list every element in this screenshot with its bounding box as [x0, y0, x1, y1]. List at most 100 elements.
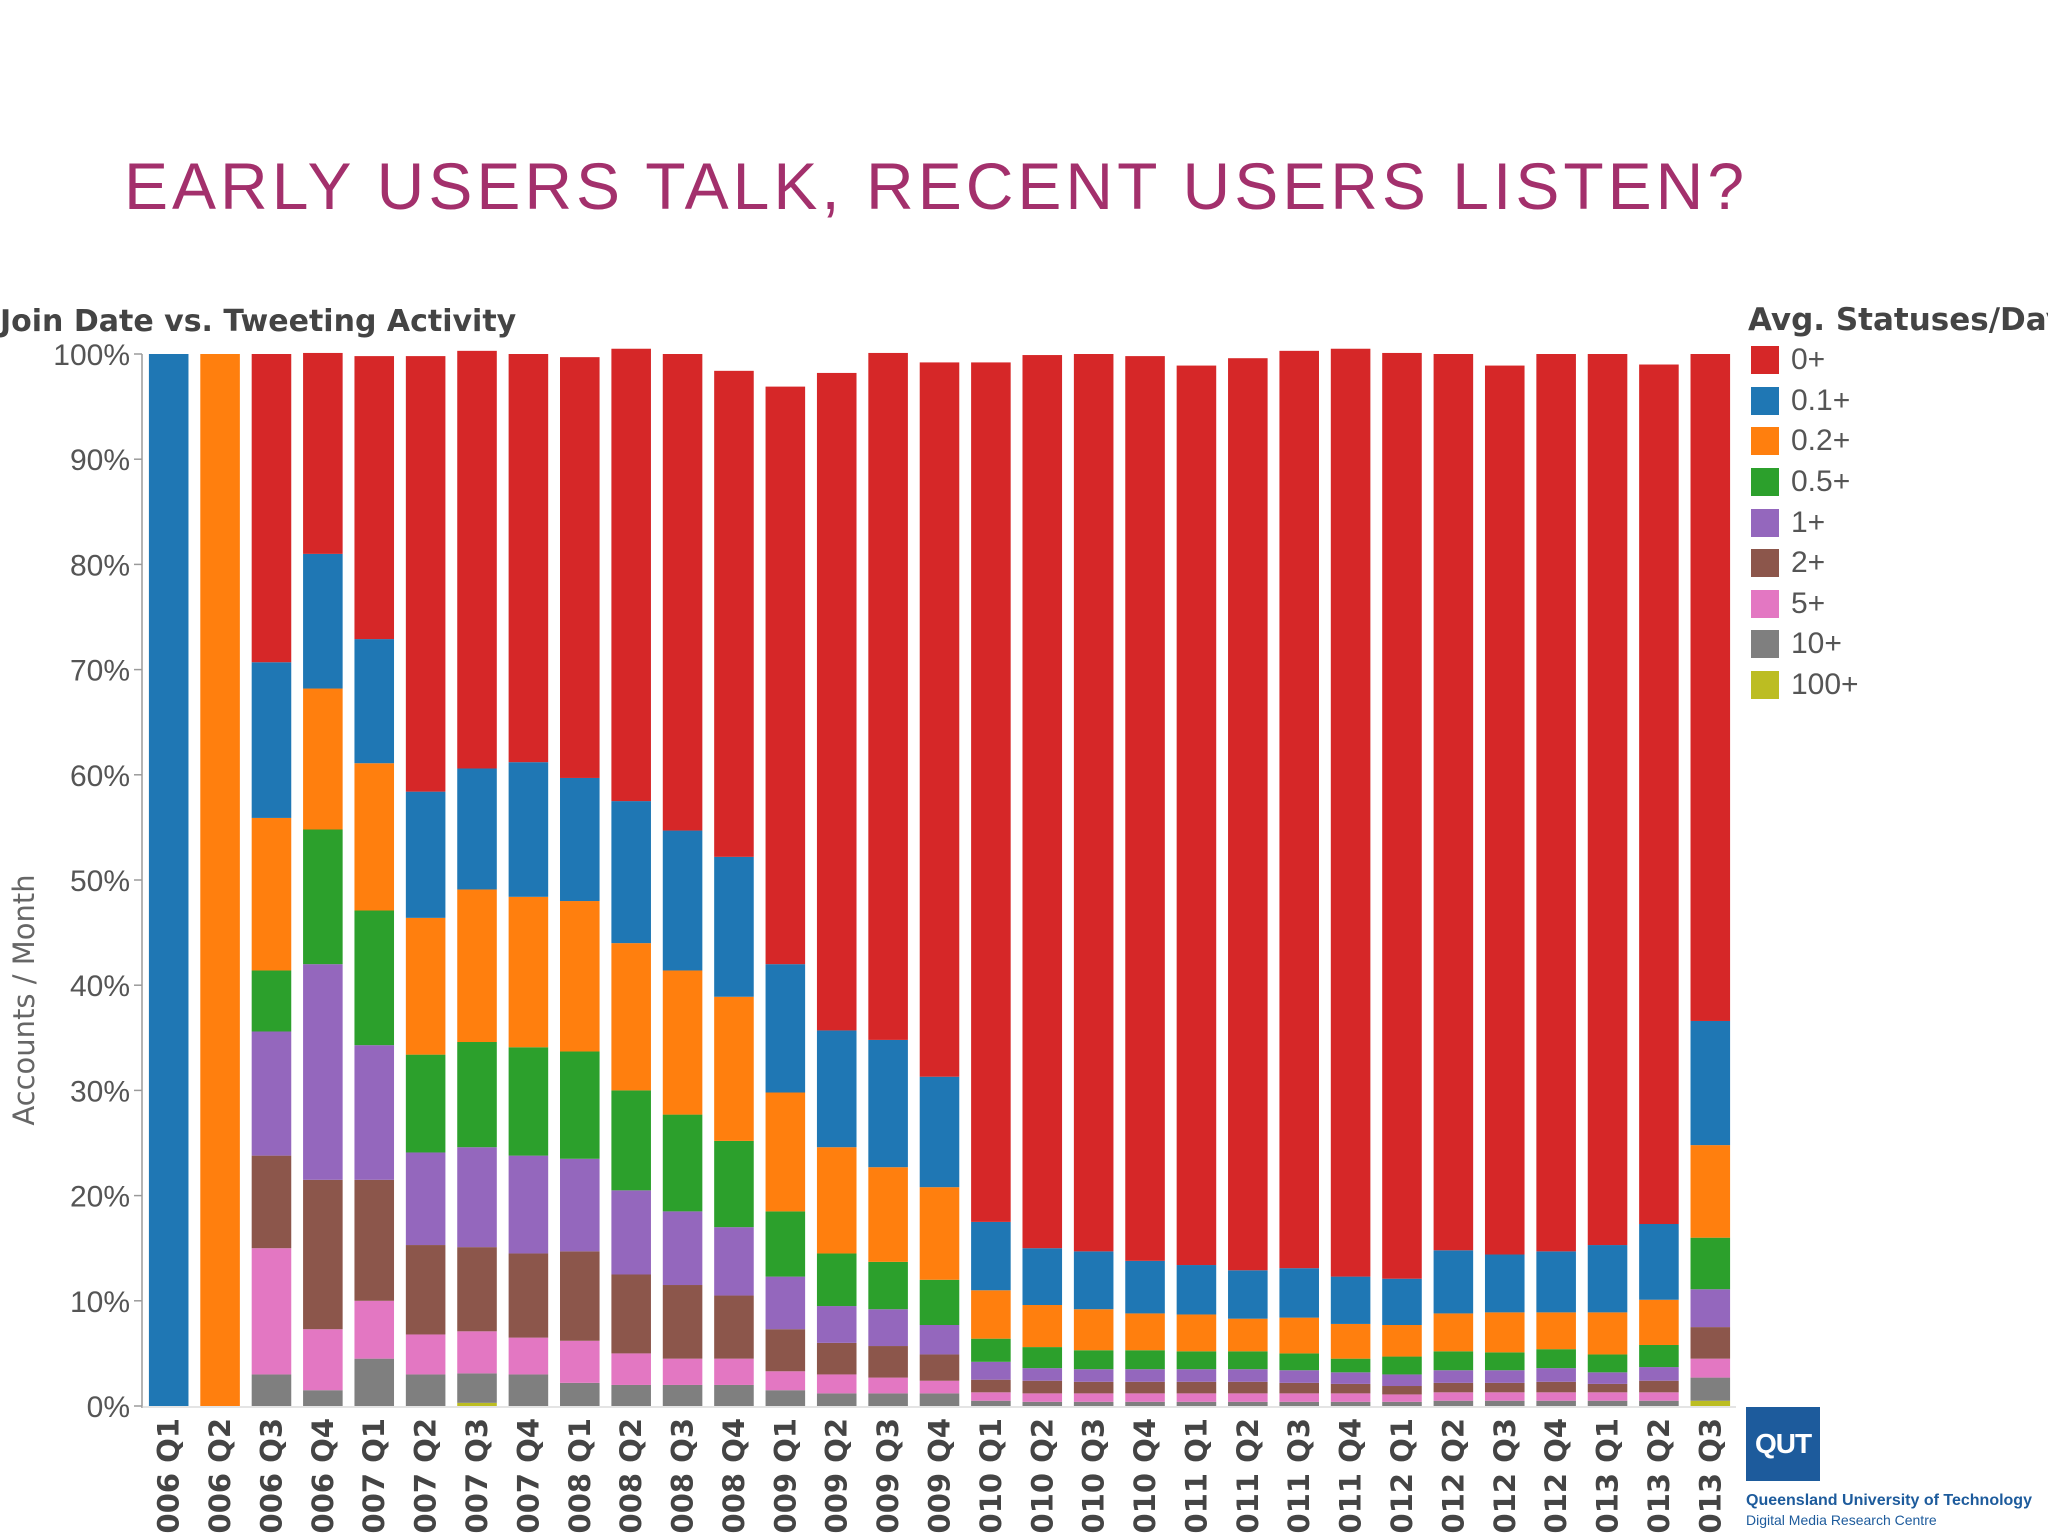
bar-segment: [1176, 1381, 1217, 1394]
bar-segment: [560, 357, 600, 778]
bar-segment: [611, 1274, 651, 1354]
legend-item: 0.5+: [1751, 462, 1859, 503]
bar-segment: [1330, 1358, 1371, 1373]
bar-segment: [1330, 1401, 1371, 1406]
x-tick-label: 2006 Q2: [203, 1418, 237, 1536]
bar-segment: [354, 639, 395, 764]
x-tick-label: 2009 Q2: [820, 1418, 854, 1536]
bar-segment: [200, 354, 240, 1406]
bar-segment: [1176, 1351, 1217, 1370]
bar-segment: [1690, 1145, 1731, 1238]
x-tick-label: 2008 Q4: [717, 1418, 751, 1536]
bar-segment: [303, 964, 343, 1180]
bar-segment: [611, 1384, 651, 1406]
y-tick-label: 60%: [70, 760, 130, 793]
bar-segment: [457, 889, 497, 1043]
bar-segment: [662, 1211, 703, 1286]
bar-segment: [1228, 1393, 1268, 1402]
x-tick-label: 2006 Q1: [152, 1418, 186, 1536]
bar-segment: [560, 1251, 600, 1341]
bar-segment: [1073, 1381, 1114, 1394]
bar-segment: [1073, 1251, 1114, 1310]
bar-segment: [1587, 354, 1628, 1246]
bar-segment: [1382, 1278, 1422, 1325]
bar-segment: [714, 1227, 754, 1296]
bar-segment: [714, 1358, 754, 1385]
bar-segment: [405, 1054, 446, 1153]
bar-segment: [611, 1090, 651, 1191]
y-tick-label: 40%: [70, 970, 130, 1003]
qut-logo: QUT: [1746, 1407, 1820, 1481]
bar-segment: [1228, 1270, 1268, 1319]
bar-segment: [1228, 358, 1268, 1271]
bar-segment: [868, 352, 908, 1040]
bar-segment: [1484, 1254, 1525, 1313]
bar-segment: [611, 801, 651, 944]
x-tick-label: 2012 Q2: [1436, 1418, 1470, 1536]
bar-segment: [303, 1329, 343, 1391]
legend-item: 5+: [1751, 584, 1859, 625]
x-tick-label: 2012 Q1: [1385, 1418, 1419, 1536]
x-tick-label: 2012 Q3: [1488, 1418, 1522, 1536]
bar-segment: [971, 1338, 1011, 1362]
legend-title: Avg. Statuses/Day: [1748, 302, 2048, 338]
legend-swatch: [1751, 427, 1779, 456]
bar-segment: [1073, 354, 1114, 1252]
bar-segment: [1330, 1323, 1371, 1359]
bar-segment: [1690, 1377, 1731, 1401]
bar-segment: [303, 829, 343, 965]
y-tick-label: 90%: [70, 444, 130, 477]
bar-segment: [303, 352, 343, 554]
bar-segment: [765, 1092, 806, 1212]
bar-segment: [1073, 1393, 1114, 1402]
bar-segment: [457, 1147, 497, 1248]
bar-segment: [1484, 365, 1525, 1255]
bar-segment: [303, 1390, 343, 1406]
legend-swatch: [1751, 468, 1779, 497]
y-tick-label: 80%: [70, 549, 130, 582]
bar-segment: [765, 1329, 806, 1372]
bar-segment: [662, 1285, 703, 1359]
legend-item: 0.2+: [1751, 421, 1859, 462]
bar-segment: [354, 1300, 395, 1359]
x-tick-label: 2011 Q3: [1282, 1418, 1316, 1536]
x-tick-label: 2013 Q1: [1591, 1418, 1625, 1536]
legend-item: 1+: [1751, 502, 1859, 543]
legend-swatch: [1751, 589, 1779, 618]
legend-item: 10+: [1751, 624, 1859, 665]
bar-segment: [405, 1334, 446, 1375]
institution-unit: Digital Media Research Centre: [1746, 1512, 1937, 1528]
x-tick-label: 2007 Q2: [409, 1418, 443, 1536]
bar-segment: [1587, 1312, 1628, 1355]
bar-segment: [1125, 1381, 1165, 1394]
bar-segment: [1279, 1370, 1319, 1383]
bar-segment: [354, 1179, 395, 1301]
bar-segment: [611, 348, 651, 802]
bar-segment: [816, 1253, 857, 1307]
bar-segment: [1279, 1393, 1319, 1402]
x-tick-label: 2010 Q4: [1128, 1418, 1162, 1536]
bar-segment: [148, 354, 189, 1406]
bar-segment: [816, 1030, 857, 1148]
legend-label: 100+: [1791, 668, 1859, 702]
bar-segment: [1382, 1356, 1422, 1375]
bar-segment: [1022, 1305, 1063, 1348]
bar-segment: [508, 1374, 549, 1406]
bar-segment: [457, 1402, 497, 1406]
x-tick-label: 2006 Q4: [306, 1418, 340, 1536]
bar-segment: [714, 1295, 754, 1359]
bar-segment: [1022, 1368, 1063, 1381]
bar-segment: [1587, 1392, 1628, 1401]
bar-segment: [868, 1393, 908, 1406]
legend-swatch: [1751, 630, 1779, 659]
bar-segment: [816, 1374, 857, 1394]
bar-segment: [868, 1346, 908, 1378]
bar-segment: [1176, 1369, 1217, 1382]
bar-segment: [1639, 1392, 1679, 1401]
bar-segment: [1382, 1374, 1422, 1387]
bar-segment: [816, 1393, 857, 1406]
bar-segment: [1484, 1382, 1525, 1393]
bar-segment: [1536, 354, 1576, 1252]
bar-segment: [868, 1167, 908, 1262]
bar-segment: [919, 1393, 960, 1406]
